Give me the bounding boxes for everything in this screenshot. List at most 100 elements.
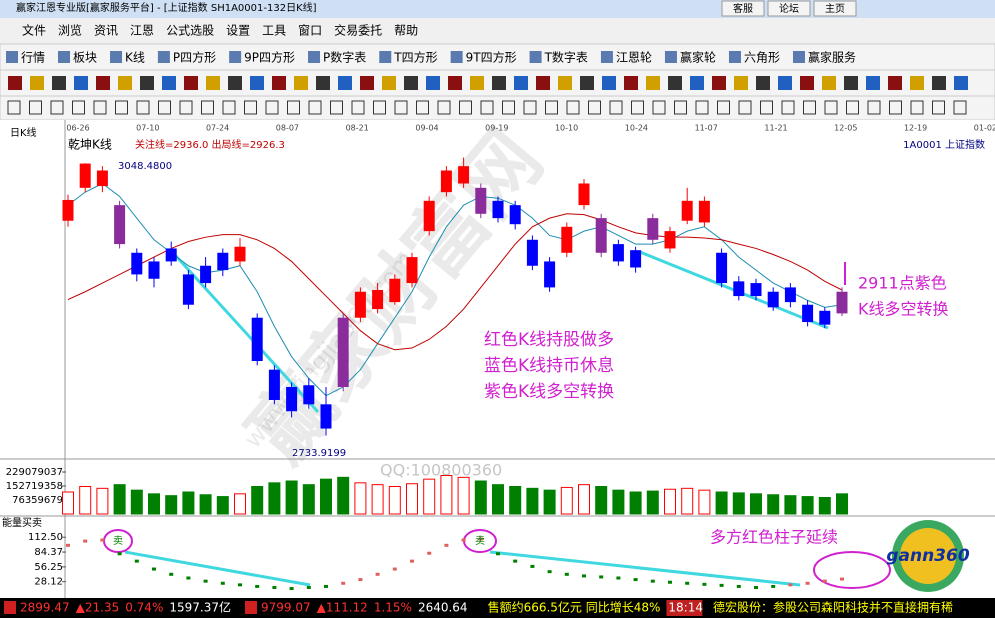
tool-icon[interactable] <box>953 100 967 115</box>
tool-icon[interactable] <box>93 100 107 115</box>
toolbar-icon[interactable] <box>157 51 170 63</box>
menu-item[interactable]: 文件 <box>22 23 46 38</box>
tool-icon[interactable] <box>338 76 352 90</box>
tool-icon[interactable] <box>624 76 638 90</box>
tool-icon[interactable] <box>265 100 279 115</box>
tool-icon[interactable] <box>717 100 730 115</box>
tool-icon[interactable] <box>646 76 660 90</box>
tool-icon[interactable] <box>272 76 286 90</box>
menu-item[interactable]: 窗口 <box>298 24 322 38</box>
toolbar-icon[interactable] <box>600 51 613 63</box>
tool-icon[interactable] <box>162 76 176 90</box>
window-button-label[interactable]: 客服 <box>733 2 753 15</box>
toolbar-item[interactable]: 六角形 <box>744 51 780 65</box>
window-button-label[interactable]: 论坛 <box>779 2 799 15</box>
tool-icon[interactable] <box>492 76 506 90</box>
tool-icon[interactable] <box>330 100 343 115</box>
toolbar-item[interactable]: T数字表 <box>544 50 588 65</box>
tool-icon[interactable] <box>29 100 42 115</box>
tool-icon[interactable] <box>690 76 704 90</box>
tool-icon[interactable] <box>803 100 816 115</box>
toolbar-icon[interactable] <box>664 51 677 63</box>
tool-icon[interactable] <box>140 76 154 90</box>
menu-item[interactable]: 公式选股 <box>166 24 214 38</box>
toolbar-item[interactable]: K线 <box>125 51 145 65</box>
window-button[interactable] <box>721 0 765 17</box>
tool-icon[interactable] <box>822 76 836 90</box>
tool-icon[interactable] <box>652 100 666 115</box>
tool-icon[interactable] <box>404 76 418 90</box>
toolbar-item[interactable]: P数字表 <box>323 50 366 65</box>
tool-icon[interactable] <box>228 76 242 90</box>
tool-icon[interactable] <box>695 100 709 115</box>
toolbar-icon[interactable] <box>792 51 805 63</box>
tool-icon[interactable] <box>50 100 64 115</box>
menu-item[interactable]: 设置 <box>226 24 250 38</box>
tool-icon[interactable] <box>778 76 792 90</box>
tool-icon[interactable] <box>201 100 214 115</box>
toolbar-icon[interactable] <box>110 51 123 63</box>
tool-icon[interactable] <box>115 100 128 115</box>
toolbar-icon[interactable] <box>308 51 321 63</box>
tool-icon[interactable] <box>781 100 795 115</box>
tool-icon[interactable] <box>523 100 537 115</box>
tool-icon[interactable] <box>910 100 924 115</box>
tool-icon[interactable] <box>580 76 594 90</box>
tool-icon[interactable] <box>7 100 21 115</box>
tool-icon[interactable] <box>954 76 968 90</box>
tool-icon[interactable] <box>158 100 171 115</box>
tool-icon[interactable] <box>480 100 494 115</box>
tool-icon[interactable] <box>866 76 880 90</box>
tool-icon[interactable] <box>287 100 300 115</box>
tool-icon[interactable] <box>416 100 429 115</box>
tool-icon[interactable] <box>184 76 198 90</box>
toolbar-item[interactable]: 赢家轮 <box>680 50 716 65</box>
tool-icon[interactable] <box>844 76 858 90</box>
menu-item[interactable]: 交易委托 <box>334 23 382 38</box>
tool-icon[interactable] <box>888 76 902 90</box>
tool-icon[interactable] <box>373 100 386 115</box>
toolbar-item[interactable]: 赢家服务 <box>808 50 856 65</box>
tool-icon[interactable] <box>738 100 752 115</box>
tool-icon[interactable] <box>96 76 110 90</box>
tool-icon[interactable] <box>426 76 440 90</box>
tool-icon[interactable] <box>448 76 462 90</box>
tool-icon[interactable] <box>867 100 881 115</box>
window-button[interactable] <box>813 0 857 17</box>
tool-icon[interactable] <box>800 76 814 90</box>
toolbar-icon[interactable] <box>229 51 242 63</box>
tool-icon[interactable] <box>459 100 472 115</box>
tool-icon[interactable] <box>206 76 220 90</box>
toolbar-icon[interactable] <box>728 51 741 63</box>
tool-icon[interactable] <box>566 100 580 115</box>
tool-icon[interactable] <box>588 100 601 115</box>
tool-icon[interactable] <box>470 76 484 90</box>
tool-icon[interactable] <box>631 100 644 115</box>
tool-icon[interactable] <box>602 76 616 90</box>
menu-item[interactable]: 工具 <box>262 24 286 38</box>
tool-icon[interactable] <box>514 76 528 90</box>
tool-icon[interactable] <box>760 100 773 115</box>
toolbar-item[interactable]: 行情 <box>21 51 45 65</box>
tool-icon[interactable] <box>712 76 726 90</box>
tool-icon[interactable] <box>52 76 66 90</box>
toolbar-item[interactable]: 9T四方形 <box>466 50 517 65</box>
tool-icon[interactable] <box>932 100 945 115</box>
toolbar-item[interactable]: P四方形 <box>173 50 216 65</box>
menu-item[interactable]: 江恩 <box>130 24 154 38</box>
tool-icon[interactable] <box>910 76 924 90</box>
tool-icon[interactable] <box>545 100 558 115</box>
menu-item[interactable]: 资讯 <box>94 24 118 38</box>
tool-icon[interactable] <box>351 100 365 115</box>
window-button[interactable] <box>767 0 811 17</box>
tool-icon[interactable] <box>250 76 264 90</box>
tool-icon[interactable] <box>316 76 330 90</box>
tool-icon[interactable] <box>179 100 193 115</box>
tool-icon[interactable] <box>609 100 623 115</box>
tool-icon[interactable] <box>889 100 902 115</box>
tool-icon[interactable] <box>558 76 572 90</box>
tool-icon[interactable] <box>932 76 946 90</box>
tool-icon[interactable] <box>394 100 408 115</box>
tool-icon[interactable] <box>756 76 770 90</box>
toolbar-item[interactable]: 9P四方形 <box>244 50 295 65</box>
